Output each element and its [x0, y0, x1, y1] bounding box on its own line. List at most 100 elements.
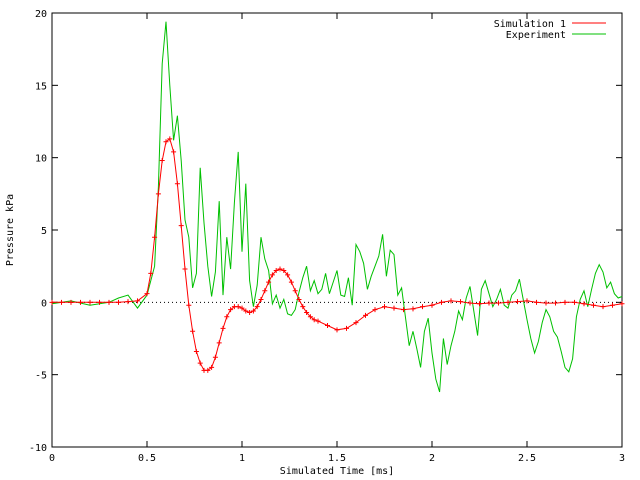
- data-point: [273, 268, 279, 274]
- y-tick-label: -5: [35, 371, 47, 382]
- data-point: [68, 299, 74, 305]
- y-tick-label: 10: [35, 154, 47, 165]
- data-point: [78, 299, 83, 305]
- data-point: [410, 306, 416, 312]
- legend-label-experiment: Experiment: [506, 30, 566, 41]
- x-tick-label: 0: [49, 453, 55, 464]
- data-point: [296, 296, 302, 302]
- data-point: [167, 136, 173, 142]
- data-point: [178, 223, 184, 229]
- data-point: [610, 302, 615, 308]
- x-axis-label: Simulated Time [ms]: [280, 466, 394, 477]
- x-tick-label: 3: [619, 453, 625, 464]
- data-point: [59, 299, 64, 305]
- series-line-experiment: [51, 21, 623, 393]
- data-point: [190, 328, 196, 334]
- y-tick-label: 0: [41, 298, 47, 309]
- data-point: [239, 305, 245, 311]
- data-point: [125, 299, 131, 305]
- data-point: [49, 299, 55, 305]
- y-axis-label: Pressure kPa: [5, 194, 16, 266]
- data-point: [372, 307, 378, 313]
- data-point: [439, 299, 444, 305]
- data-point: [186, 302, 192, 308]
- y-tick-label: -10: [29, 443, 47, 454]
- data-point: [171, 149, 177, 155]
- data-point: [553, 300, 558, 306]
- data-point: [311, 317, 317, 323]
- data-point: [205, 367, 211, 373]
- data-point: [572, 299, 577, 305]
- data-point: [562, 299, 568, 305]
- data-point: [159, 158, 165, 164]
- data-point: [269, 272, 275, 278]
- data-point: [281, 268, 287, 274]
- data-point: [116, 299, 121, 305]
- data-point: [534, 299, 539, 305]
- data-point: [363, 312, 368, 318]
- y-tick-label: 5: [41, 226, 47, 237]
- data-point: [209, 364, 215, 370]
- data-point: [292, 288, 298, 294]
- data-point: [277, 266, 283, 272]
- data-point: [144, 291, 150, 297]
- data-point: [258, 296, 264, 302]
- data-point: [429, 302, 435, 308]
- x-tick-label: 0.5: [138, 453, 156, 464]
- data-point: [401, 307, 406, 313]
- legend: Simulation 1 Experiment: [494, 19, 606, 41]
- data-point: [307, 314, 313, 320]
- y-tick-label: 15: [35, 81, 47, 92]
- legend-label-simulation-1: Simulation 1: [494, 19, 566, 30]
- data-point: [212, 354, 218, 360]
- data-point: [155, 191, 161, 197]
- data-point: [135, 298, 140, 304]
- data-point: [174, 181, 180, 187]
- data-point: [477, 301, 482, 307]
- data-point: [382, 304, 387, 310]
- data-point: [496, 300, 501, 306]
- data-point: [304, 309, 310, 315]
- data-point: [300, 304, 306, 310]
- data-point: [285, 272, 291, 278]
- data-point: [163, 139, 169, 145]
- data-point: [220, 325, 226, 331]
- data-point: [458, 299, 463, 305]
- data-point: [193, 349, 199, 355]
- data-point: [600, 304, 606, 310]
- data-point: [87, 299, 93, 305]
- y-tick-label: 20: [35, 9, 47, 20]
- data-point: [581, 301, 587, 307]
- data-point: [97, 299, 102, 305]
- data-point: [182, 266, 188, 272]
- data-point: [216, 340, 222, 346]
- data-point: [228, 307, 234, 313]
- data-point: [254, 304, 260, 310]
- data-point: [486, 300, 492, 306]
- data-point: [524, 298, 530, 304]
- data-point: [325, 322, 330, 328]
- series-line-simulation-1: [52, 138, 623, 371]
- data-point: [543, 300, 549, 306]
- data-point: [288, 279, 294, 285]
- x-tick-label: 2: [429, 453, 435, 464]
- data-point: [197, 360, 203, 366]
- data-point: [467, 300, 473, 306]
- x-tick-label: 2.5: [518, 453, 536, 464]
- data-point: [235, 304, 241, 310]
- data-point: [106, 299, 112, 305]
- data-point: [334, 327, 340, 333]
- x-tick-label: 1.5: [328, 453, 346, 464]
- data-point: [148, 270, 154, 276]
- data-point: [420, 304, 425, 310]
- data-point: [505, 299, 511, 305]
- series-experiment: [51, 21, 623, 393]
- x-tick-label: 1: [239, 453, 245, 464]
- data-point: [243, 308, 249, 314]
- data-point: [515, 299, 520, 305]
- data-point: [266, 279, 272, 285]
- data-point: [250, 308, 256, 314]
- data-point: [448, 298, 454, 304]
- data-point: [391, 305, 397, 311]
